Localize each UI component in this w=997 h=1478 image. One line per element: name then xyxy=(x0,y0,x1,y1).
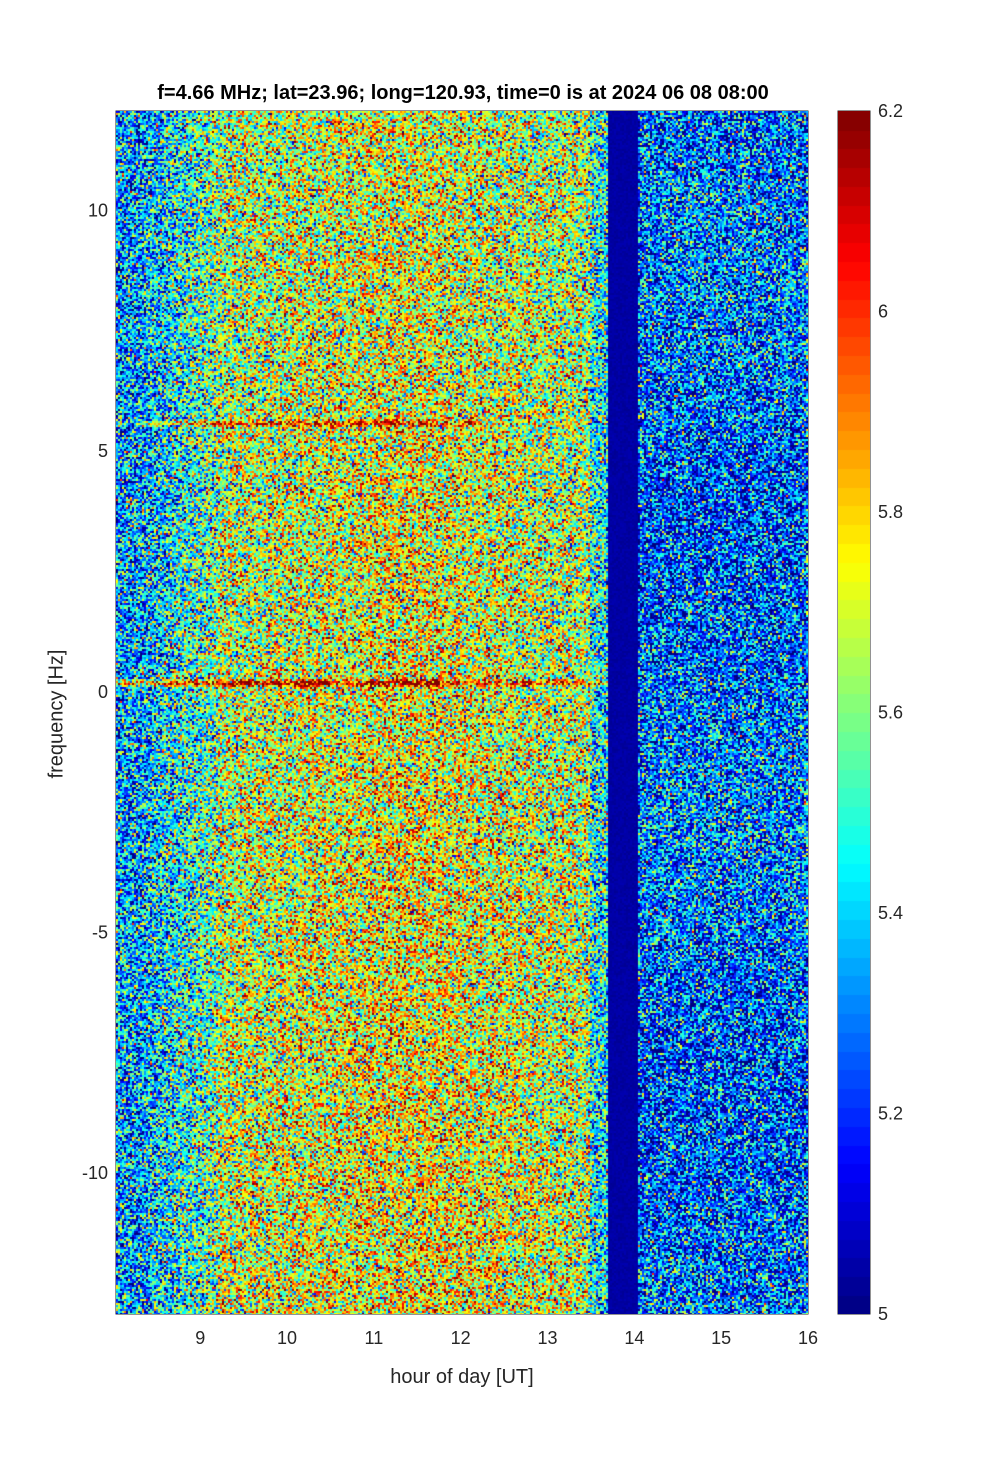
colorbar-tick-label: 5.6 xyxy=(878,703,903,723)
x-tick-label: 14 xyxy=(624,1328,644,1348)
y-tick-label: -10 xyxy=(82,1163,108,1183)
colorbar-gradient xyxy=(838,111,870,1314)
chart-title: f=4.66 MHz; lat=23.96; long=120.93, time… xyxy=(157,82,769,104)
x-tick-label: 16 xyxy=(798,1328,818,1348)
y-tick-label: 0 xyxy=(98,682,108,702)
x-tick-label: 9 xyxy=(195,1328,205,1348)
x-tick-label: 11 xyxy=(365,1328,384,1348)
x-tick-label: 15 xyxy=(711,1328,731,1348)
y-tick-label: -5 xyxy=(92,922,108,942)
x-axis-label: hour of day [UT] xyxy=(390,1366,534,1388)
x-tick-label: 12 xyxy=(451,1328,471,1348)
y-tick-label: 10 xyxy=(88,201,108,221)
spectrogram-image xyxy=(116,111,808,1314)
colorbar-tick-label: 5.8 xyxy=(878,502,903,522)
colorbar-tick-label: 5 xyxy=(878,1304,888,1324)
y-tick-label: 5 xyxy=(98,441,108,461)
colorbar-tick-label: 6.2 xyxy=(878,101,903,121)
colorbar-tick-label: 6 xyxy=(878,302,888,322)
x-tick-label: 13 xyxy=(538,1328,558,1348)
x-tick-label: 10 xyxy=(277,1328,297,1348)
y-axis-label: frequency [Hz] xyxy=(45,649,68,779)
colorbar-tick-label: 5.4 xyxy=(878,903,903,923)
colorbar-tick-label: 5.2 xyxy=(878,1104,903,1124)
